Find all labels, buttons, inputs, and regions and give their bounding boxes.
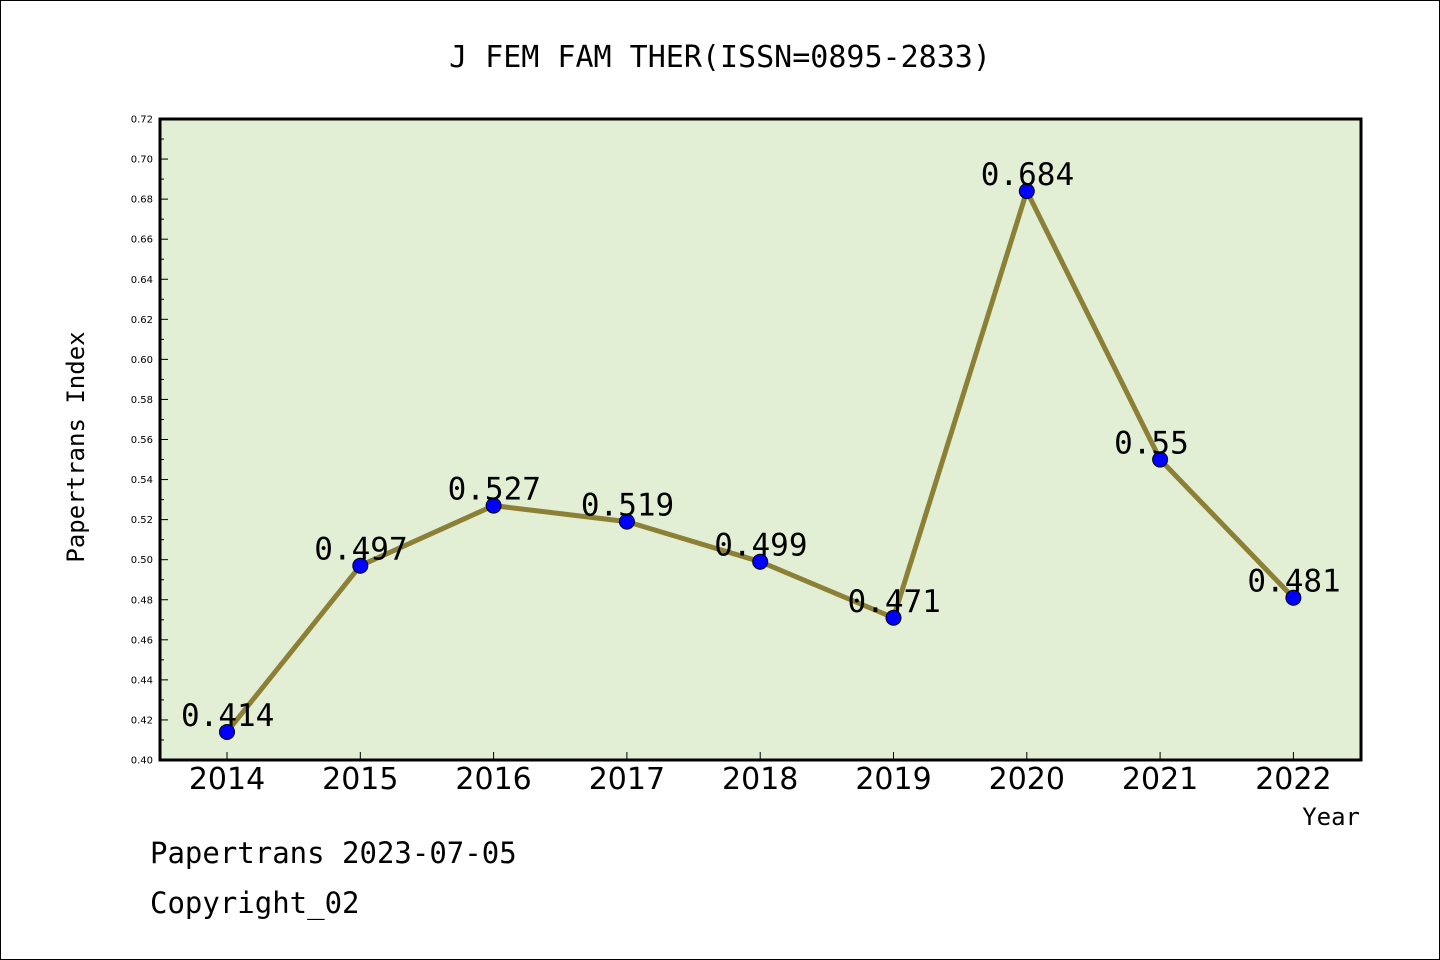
x-tick-label: 2020 <box>989 762 1065 797</box>
footer-copyright: Copyright_02 <box>150 886 360 921</box>
data-markers <box>219 183 1302 740</box>
x-tick-label: 2016 <box>455 762 531 797</box>
y-tick-label: 0.58 <box>131 395 153 406</box>
y-tick-label: 0.46 <box>131 635 153 646</box>
y-tick-label: 0.64 <box>131 275 153 286</box>
plot-area <box>158 117 1363 762</box>
data-label-2014: 0.414 <box>181 698 274 734</box>
y-axis: 0.40 0.42 0.44 0.46 0.48 0.50 0.52 0.54 0.56 0.58… <box>131 115 168 767</box>
data-label-2016: 0.527 <box>448 472 541 508</box>
x-axis: 2014 2015 2016 2017 2018 2019 2020 2021 2022 <box>189 752 1332 797</box>
x-tick-label: 2021 <box>1122 762 1198 797</box>
chart-title: J FEM FAM THER(ISSN=0895-2833) <box>449 40 991 75</box>
x-tick-label: 2017 <box>589 762 665 797</box>
y-tick-label: 0.52 <box>131 515 153 526</box>
data-point-2015 <box>352 557 369 574</box>
y-tick-label: 0.70 <box>131 155 153 166</box>
y-tick-label: 0.68 <box>131 195 153 206</box>
data-point-2022 <box>1285 589 1302 606</box>
data-point-2020 <box>1018 183 1035 200</box>
y-tick-label: 0.50 <box>131 555 153 566</box>
y-tick-label: 0.44 <box>131 675 153 686</box>
data-point-2016 <box>485 497 502 514</box>
y-tick-label: 0.54 <box>131 475 153 486</box>
y-tick-label: 0.66 <box>131 235 153 246</box>
data-label-2018: 0.499 <box>714 528 807 564</box>
data-point-2014 <box>219 723 235 740</box>
x-axis-label: Year <box>1302 803 1360 831</box>
y-tick-label: 0.56 <box>131 435 153 446</box>
data-labels: 0.414 0.497 0.527 0.519 0.499 0.471 0.684 0.55 0… <box>181 157 1341 734</box>
y-tick-label: 0.60 <box>131 355 153 366</box>
y-tick-label: 0.72 <box>131 115 153 126</box>
y-tick-label: 0.42 <box>131 715 153 726</box>
data-label-2017: 0.519 <box>581 488 674 524</box>
data-label-2021: 0.55 <box>1114 426 1189 462</box>
x-tick-label: 2018 <box>722 762 798 797</box>
y-tick-label: 0.40 <box>131 756 153 767</box>
x-tick-label: 2015 <box>322 762 398 797</box>
data-label-2020: 0.684 <box>981 157 1074 193</box>
data-point-2021 <box>1152 451 1169 468</box>
x-tick-label: 2019 <box>855 762 931 797</box>
y-axis-label: Papertrans Index <box>62 331 90 562</box>
y-tick-label: 0.48 <box>131 595 153 606</box>
data-label-2015: 0.497 <box>314 532 407 568</box>
data-point-2018 <box>752 553 769 570</box>
data-point-2017 <box>618 513 635 530</box>
x-tick-label: 2014 <box>189 762 265 797</box>
data-label-2022: 0.481 <box>1247 564 1340 600</box>
x-tick-label: 2022 <box>1255 762 1331 797</box>
footer-date: Papertrans 2023-07-05 <box>150 836 517 870</box>
data-point-2019 <box>885 609 902 626</box>
data-label-2019: 0.471 <box>848 584 941 620</box>
y-tick-label: 0.62 <box>131 315 153 326</box>
